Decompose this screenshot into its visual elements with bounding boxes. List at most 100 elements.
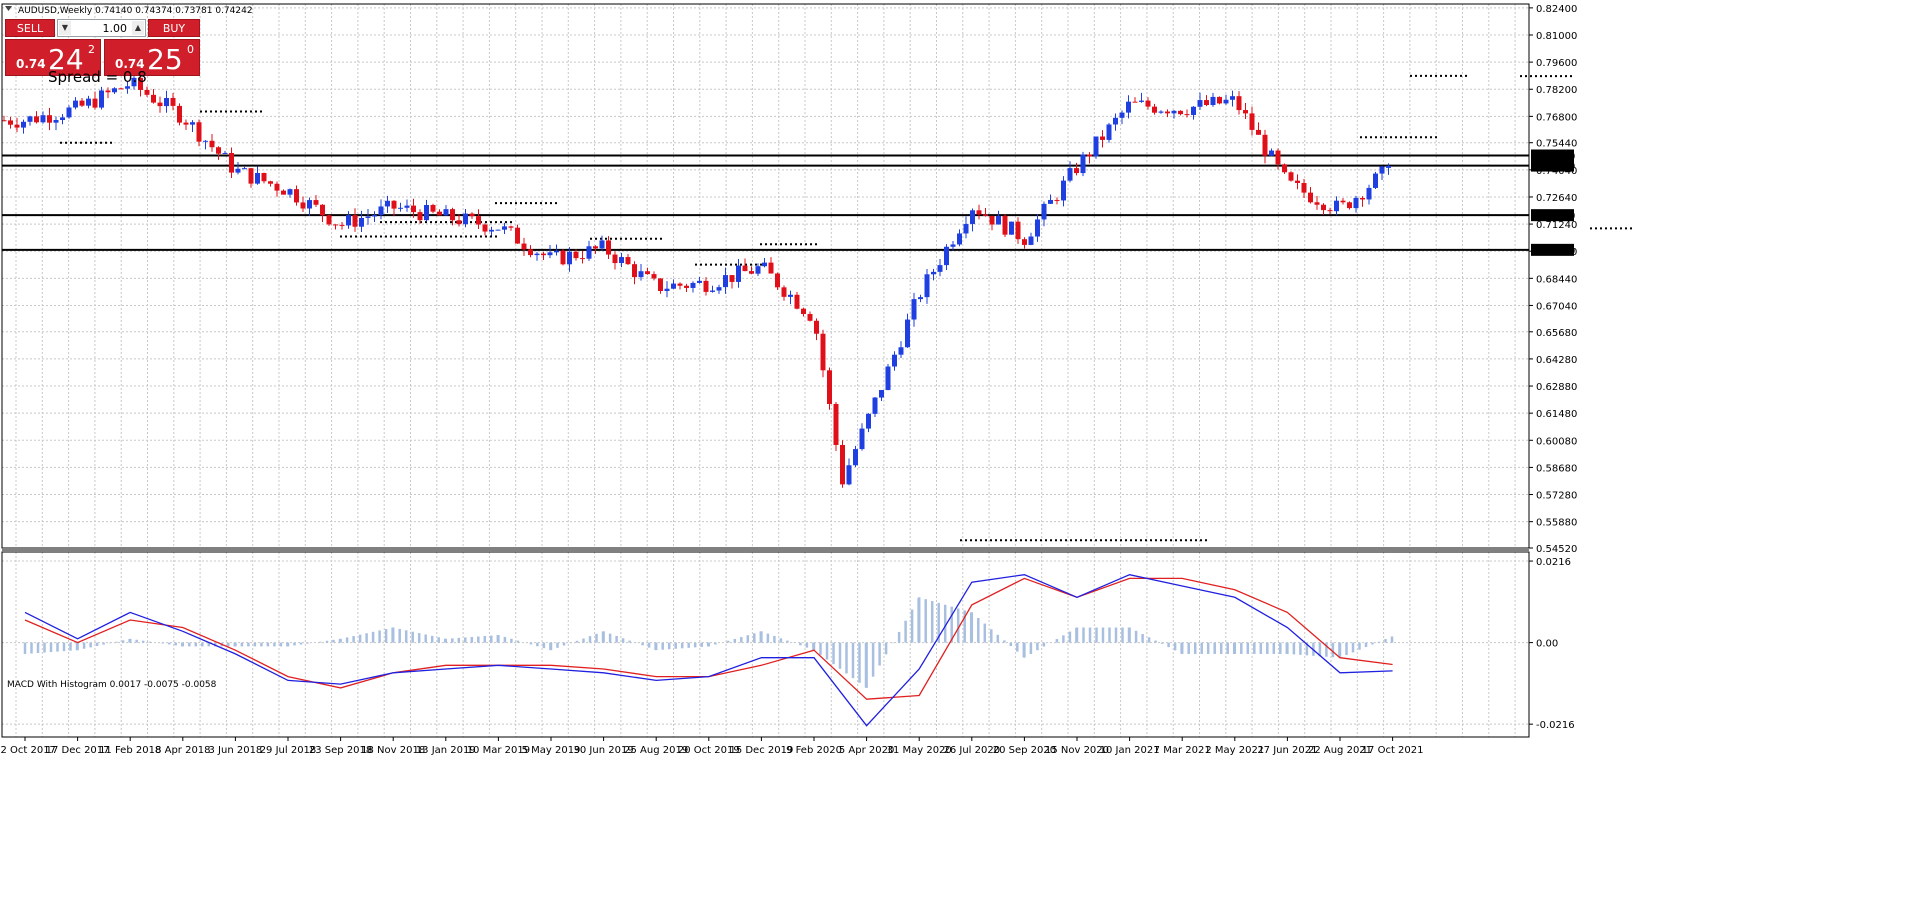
time-tick-label: 23 Sep 2018 <box>309 745 372 756</box>
price-tick-label: 0.81000 <box>1536 31 1577 42</box>
bear-candle <box>794 294 800 309</box>
bull-candle <box>131 77 137 87</box>
bull-candle <box>1048 199 1053 204</box>
bull-candle <box>1061 180 1066 201</box>
buy-button[interactable]: BUY <box>148 19 200 37</box>
bear-candle <box>326 215 332 225</box>
bear-candle <box>1347 202 1352 209</box>
buy-price-box[interactable]: 0.74 25 0 <box>104 39 200 76</box>
bear-candle <box>1308 192 1313 203</box>
bull-candle <box>697 280 702 283</box>
bear-candle <box>34 116 39 123</box>
bull-candle <box>950 244 956 247</box>
bear-candle <box>450 209 455 221</box>
bull-candle <box>957 233 962 245</box>
bull-candle <box>359 217 364 227</box>
bull-candle <box>1191 106 1196 115</box>
bear-candle <box>833 403 839 445</box>
sell-price-big: 24 <box>48 43 84 76</box>
macd-tick-label: 0.0216 <box>1536 557 1571 568</box>
time-tick-label: 3 Jun 2018 <box>209 745 263 756</box>
bull-candle <box>365 216 371 218</box>
level-label: 0.69910 <box>1534 246 1575 257</box>
chart-frame <box>1 3 1530 738</box>
bear-candle <box>521 243 527 250</box>
bear-candle <box>1145 100 1151 107</box>
bull-candle <box>599 240 605 249</box>
bull-candle <box>1080 154 1086 174</box>
collapse-icon[interactable] <box>5 6 12 11</box>
bear-candle <box>612 254 618 264</box>
time-tick-label: 17 Oct 2021 <box>1362 745 1424 756</box>
bull-candle <box>905 319 910 348</box>
bear-candle <box>573 251 579 259</box>
bull-candle <box>1269 150 1274 156</box>
bull-candle <box>21 121 26 128</box>
bear-candle <box>703 280 709 292</box>
bear-candle <box>105 90 111 93</box>
bear-candle <box>8 120 13 125</box>
lot-decrease-icon[interactable]: ▼ <box>59 21 71 35</box>
bull-candle <box>346 215 351 226</box>
bear-candle <box>658 278 663 292</box>
bear-candle <box>411 205 416 213</box>
time-tick-label: 18 Nov 2018 <box>361 745 425 756</box>
bull-candle <box>1041 203 1047 220</box>
sell-price-sup: 2 <box>88 43 95 56</box>
bear-candle <box>1360 197 1365 200</box>
sell-button[interactable]: SELL <box>5 19 55 37</box>
bull-candle <box>1230 96 1235 100</box>
bull-candle <box>73 100 78 108</box>
level-label: 0.74780 <box>1534 151 1575 162</box>
time-tick-label: 22 Aug 2021 <box>1308 745 1372 756</box>
lot-increase-icon[interactable]: ▲ <box>132 21 144 35</box>
bull-candle <box>1379 166 1385 174</box>
price-tick-label: 0.78200 <box>1536 85 1577 96</box>
bull-candle <box>60 117 65 121</box>
bear-candle <box>625 257 631 265</box>
bear-candle <box>170 97 176 106</box>
one-click-trading-panel: SELL ▼ 1.00 ▲ BUY 0.74 24 2 0.74 25 0 <box>5 19 200 76</box>
bull-candle <box>164 97 169 107</box>
bear-candle <box>157 102 163 107</box>
bull-candle <box>723 275 728 288</box>
bull-candle <box>1119 112 1125 118</box>
bear-candle <box>1002 215 1008 235</box>
bull-candle <box>1210 96 1216 106</box>
time-tick-label: 20 Oct 2019 <box>678 745 740 756</box>
bull-candle <box>996 215 1001 225</box>
bull-candle <box>404 205 410 208</box>
time-tick-label: 20 Sep 2020 <box>993 745 1056 756</box>
bull-candle <box>963 223 969 234</box>
price-tick-label: 0.64280 <box>1536 355 1577 366</box>
macd-signal-line <box>24 577 1393 700</box>
bear-candle <box>437 211 442 216</box>
bear-candle <box>209 140 215 148</box>
price-tick-label: 0.58680 <box>1536 463 1577 474</box>
bull-candle <box>937 265 943 272</box>
price-tick-label: 0.62880 <box>1536 382 1577 393</box>
bull-candle <box>1366 187 1372 200</box>
bear-candle <box>47 115 52 123</box>
bear-candle <box>775 273 780 288</box>
bear-candle <box>1243 110 1248 114</box>
macd-axis: 0.0216 0.00 -0.0216 <box>1529 557 1575 731</box>
bear-candle <box>456 220 462 225</box>
bear-candle <box>1152 106 1157 113</box>
price-tick-label: 0.54520 <box>1536 544 1577 555</box>
bear-candle <box>1295 180 1300 183</box>
bear-candle <box>1327 210 1333 212</box>
bear-candle <box>79 100 85 106</box>
candles <box>1 74 1391 488</box>
spread-label: Spread = 0.8 <box>48 68 147 86</box>
bear-candle <box>1074 168 1079 174</box>
bull-candle <box>66 107 72 118</box>
sell-price-box[interactable]: 0.74 24 2 <box>5 39 101 76</box>
bear-candle <box>274 183 280 191</box>
bull-candle <box>1373 173 1378 188</box>
bull-candle <box>385 200 390 207</box>
bull-candle <box>554 250 559 253</box>
bear-candle <box>749 271 754 274</box>
lot-size-input[interactable]: ▼ 1.00 ▲ <box>57 19 146 37</box>
bull-candle <box>99 90 104 108</box>
